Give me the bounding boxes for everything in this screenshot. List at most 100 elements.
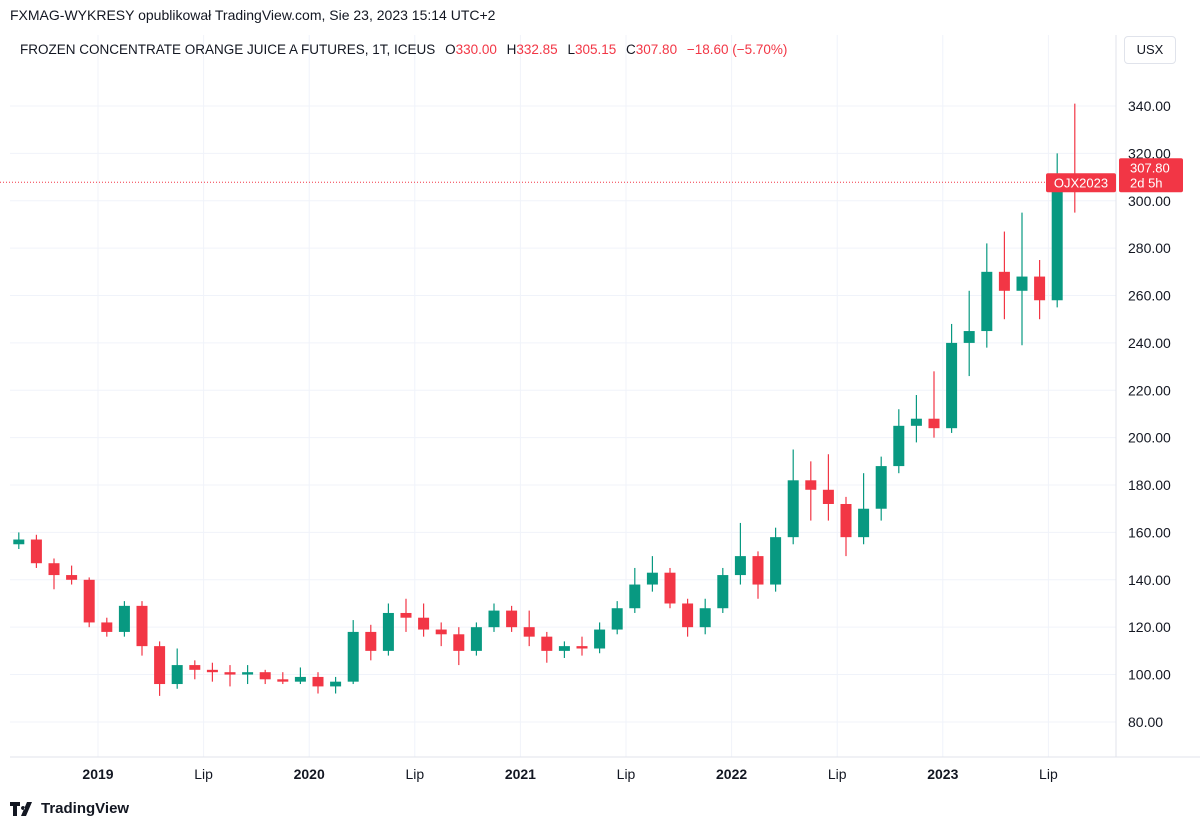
candle	[189, 660, 201, 680]
candle	[805, 461, 817, 521]
candle	[893, 409, 905, 474]
time-tick-label: Lip	[405, 766, 424, 782]
open-value: 330.00	[455, 42, 497, 57]
currency-button[interactable]: USX	[1124, 36, 1176, 64]
candle	[470, 622, 482, 656]
candle	[875, 456, 887, 521]
candle	[858, 473, 870, 545]
price-tick-label: 120.00	[1128, 619, 1171, 635]
candle-body	[770, 537, 782, 585]
candle	[400, 598, 412, 632]
candle-body	[682, 603, 694, 628]
candle-body	[541, 636, 553, 651]
tradingview-logo[interactable]: TradingView	[10, 800, 129, 817]
candle	[101, 617, 113, 637]
candle	[981, 243, 993, 348]
price-axis[interactable]: 80.00 100.00 120.00 140.00 160.00 180.00 200.0…	[1128, 98, 1171, 730]
price-tick-label: 200.00	[1128, 430, 1171, 446]
publication-info: FXMAG-WYKRESY opublikował TradingView.co…	[10, 7, 496, 23]
candle-body	[594, 629, 606, 649]
candle-body	[576, 646, 588, 649]
price-tick-label: 220.00	[1128, 382, 1171, 398]
candle	[365, 624, 377, 661]
candle	[83, 577, 95, 628]
candle	[752, 551, 764, 599]
candle-body	[981, 271, 993, 332]
close-value: 307.80	[635, 42, 678, 57]
candle-body	[48, 563, 60, 576]
time-axis[interactable]: 2019 Lip 2020 Lip 2021 Lip 2022 Lip 2023 Lip	[82, 766, 1058, 782]
candle-body	[294, 676, 306, 682]
candle	[118, 601, 130, 637]
close-label: C	[626, 42, 636, 57]
candle	[30, 534, 42, 568]
candle-body	[893, 425, 905, 467]
candle-body	[946, 342, 958, 429]
candle	[629, 567, 641, 613]
high-label: H	[506, 42, 517, 57]
candle-body	[858, 508, 870, 538]
candle-body	[998, 271, 1010, 291]
price-tick-label: 140.00	[1128, 572, 1171, 588]
candle	[646, 556, 658, 592]
candle	[171, 648, 183, 689]
brand-name: TradingView	[41, 800, 130, 817]
candle	[330, 676, 342, 694]
candle-body	[1016, 276, 1028, 291]
candle	[594, 622, 606, 654]
candle-body	[910, 418, 922, 426]
price-tick-label: 240.00	[1128, 335, 1171, 351]
candle-body	[136, 605, 148, 647]
candle	[418, 603, 430, 637]
candle-body	[558, 646, 570, 651]
price-tick-label: 280.00	[1128, 240, 1171, 256]
candle-body	[171, 665, 183, 685]
price-tick-label: 180.00	[1128, 477, 1171, 493]
candle-body	[805, 480, 817, 490]
price-tick-label: 160.00	[1128, 524, 1171, 540]
candle-body	[154, 646, 166, 685]
candle	[946, 323, 958, 433]
candle	[154, 641, 166, 696]
candle	[910, 395, 922, 443]
candle-body	[66, 575, 78, 580]
time-tick-label: 2020	[294, 766, 325, 782]
candle	[488, 603, 500, 632]
candle-body	[523, 627, 535, 637]
price-tick-label: 80.00	[1128, 714, 1163, 730]
candle	[558, 641, 570, 658]
candle	[1016, 212, 1028, 346]
candle	[840, 496, 852, 557]
candle	[66, 565, 78, 585]
candle	[541, 631, 553, 663]
time-tick-label: Lip	[194, 766, 213, 782]
candle-body	[787, 480, 799, 538]
price-tick-label: 340.00	[1128, 98, 1171, 114]
candle	[770, 527, 782, 592]
candle	[928, 371, 940, 438]
symbol-legend: FROZEN CONCENTRATE ORANGE JUICE A FUTURE…	[20, 42, 787, 57]
ticker-label: OJX2023	[1054, 175, 1108, 190]
high-value: 332.85	[516, 42, 558, 57]
candle-body	[734, 556, 746, 576]
candle	[136, 601, 148, 656]
low-value: 305.15	[574, 42, 617, 57]
time-tick-label: Lip	[828, 766, 847, 782]
candle-body	[928, 418, 940, 429]
candle-body	[822, 489, 834, 504]
change-value: −18.60 (−5.70%)	[686, 42, 788, 57]
grid	[10, 35, 1116, 757]
candle	[347, 620, 359, 685]
candle-body	[224, 672, 236, 675]
candle-body	[646, 572, 658, 585]
candle	[822, 454, 834, 521]
candle-body	[1051, 177, 1063, 301]
candle	[734, 522, 746, 585]
candle	[48, 558, 60, 590]
candle-body	[382, 612, 394, 651]
candle	[611, 601, 623, 635]
candle	[682, 598, 694, 637]
time-tick-label: 2019	[82, 766, 113, 782]
candle-body	[611, 608, 623, 630]
